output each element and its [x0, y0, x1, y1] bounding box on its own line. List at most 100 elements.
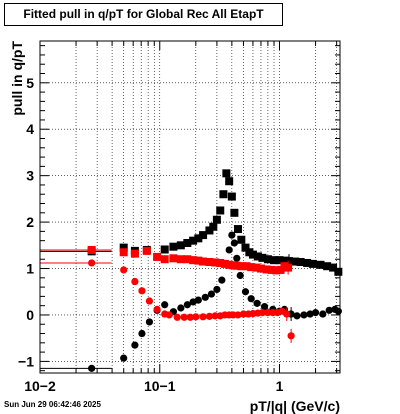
data-point — [153, 252, 162, 261]
data-point — [161, 301, 169, 309]
data-point — [189, 256, 198, 265]
y-axis: −1 0 1 2 3 4 5 — [18, 45, 340, 372]
data-point — [207, 290, 216, 298]
data-point — [296, 258, 305, 267]
grid — [39, 41, 340, 373]
y-tick-label: 5 — [26, 75, 34, 91]
data-point — [241, 243, 250, 252]
data-point — [287, 332, 295, 340]
data-point — [293, 312, 301, 320]
data-point — [194, 234, 203, 243]
data-point — [233, 254, 241, 262]
data-point — [189, 236, 198, 245]
data-point — [120, 354, 128, 362]
data-point — [272, 266, 281, 275]
data-point — [236, 271, 244, 280]
data-point — [232, 261, 241, 270]
data-point — [222, 169, 231, 178]
x-tick-label: 1 — [276, 378, 284, 394]
data-point — [119, 248, 128, 257]
data-point — [205, 312, 214, 320]
data-point — [205, 258, 214, 267]
data-point — [145, 297, 154, 305]
data-point — [284, 263, 293, 272]
data-point — [225, 246, 233, 254]
y-axis-title: pull in q/pT — [9, 41, 25, 116]
series-3 — [40, 259, 295, 343]
data-point — [211, 258, 220, 267]
data-point — [211, 312, 219, 320]
data-point — [230, 239, 238, 247]
plot-frame — [39, 40, 341, 374]
data-point — [160, 255, 169, 264]
data-point — [186, 313, 194, 321]
data-point — [311, 309, 320, 317]
data-point — [247, 263, 256, 272]
data-point — [323, 262, 332, 271]
data-point — [183, 301, 191, 309]
data-point — [216, 258, 225, 267]
data-point — [173, 313, 181, 321]
data-point — [130, 249, 139, 258]
data-point — [253, 252, 262, 261]
data-point — [165, 311, 173, 319]
y-tick-label: −1 — [18, 353, 34, 369]
data-point — [169, 242, 178, 251]
data-point — [220, 259, 229, 268]
data-point — [239, 310, 248, 318]
data-point — [334, 267, 343, 276]
data-point — [300, 311, 308, 319]
data-point — [192, 313, 200, 321]
data-point — [177, 304, 185, 312]
data-point — [308, 259, 317, 268]
data-point — [212, 215, 221, 224]
data-point — [176, 241, 185, 250]
data-point — [228, 231, 236, 239]
data-point — [227, 192, 236, 201]
y-tick-label: 0 — [26, 307, 34, 323]
data-point — [199, 231, 208, 240]
data-point — [291, 257, 300, 266]
data-point — [237, 262, 246, 271]
data-point — [241, 288, 250, 296]
data-point — [88, 259, 96, 267]
data-point — [263, 255, 272, 264]
data-point — [233, 225, 242, 234]
data-point — [242, 262, 251, 271]
data-point — [252, 263, 261, 272]
x-tick-label: 10−1 — [144, 378, 176, 394]
data-point — [306, 310, 314, 318]
data-point — [270, 256, 279, 265]
data-point — [213, 285, 221, 294]
data-point — [280, 256, 289, 265]
data-point — [183, 255, 192, 264]
y-tick-label: 2 — [26, 214, 34, 230]
data-point — [225, 177, 234, 186]
x-tick-label: 10−2 — [24, 378, 56, 394]
data-point — [262, 265, 271, 274]
y-tick-label: 3 — [26, 168, 34, 184]
timestamp: Sun Jun 29 06:42:46 2025 — [4, 400, 101, 409]
data-point — [199, 257, 208, 266]
series-2 — [40, 245, 293, 275]
x-axis-title: pT/|q| (GeV/c) — [250, 398, 340, 414]
data-point — [325, 306, 333, 314]
data-point — [319, 310, 327, 318]
data-point — [234, 311, 242, 319]
data-point — [180, 313, 188, 321]
data-point — [275, 256, 284, 265]
data-point — [142, 246, 151, 255]
data-point — [316, 260, 325, 269]
data-point — [87, 245, 96, 254]
data-point — [131, 277, 139, 286]
data-point — [253, 299, 261, 307]
chart-title: Fitted pull in q/pT for Global Rec All E… — [4, 3, 283, 26]
data-point — [131, 341, 139, 349]
data-point — [260, 303, 269, 311]
data-point — [264, 309, 272, 317]
data-point — [256, 264, 265, 273]
data-point — [138, 329, 146, 338]
data-point — [88, 364, 96, 372]
data-point — [216, 206, 225, 215]
data-point — [248, 250, 257, 259]
